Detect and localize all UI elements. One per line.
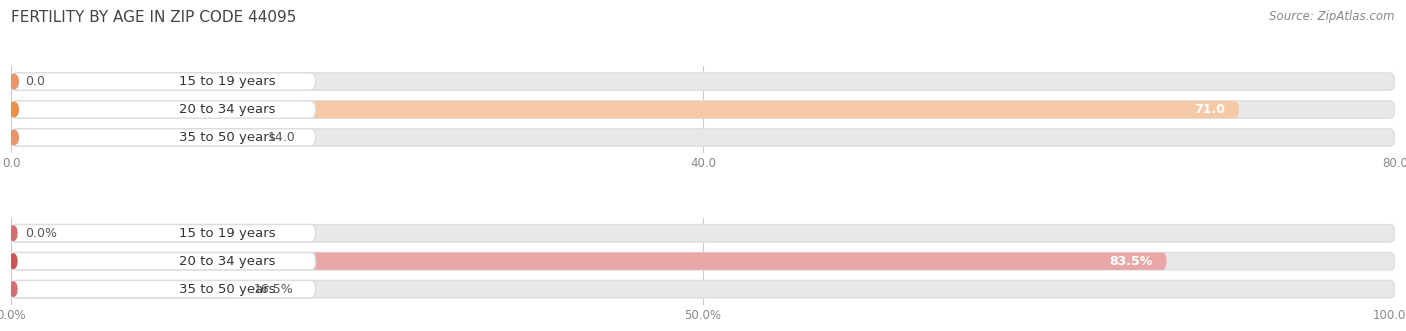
FancyBboxPatch shape [11, 73, 1395, 90]
FancyBboxPatch shape [11, 253, 1395, 270]
Text: 14.0: 14.0 [267, 131, 295, 144]
FancyBboxPatch shape [11, 129, 253, 146]
Text: 20 to 34 years: 20 to 34 years [179, 103, 276, 116]
Text: 83.5%: 83.5% [1109, 255, 1153, 268]
FancyBboxPatch shape [11, 253, 1167, 270]
Circle shape [10, 254, 17, 268]
Circle shape [10, 282, 17, 297]
FancyBboxPatch shape [11, 280, 1395, 298]
FancyBboxPatch shape [11, 129, 1395, 146]
Text: Source: ZipAtlas.com: Source: ZipAtlas.com [1270, 10, 1395, 23]
Text: 16.5%: 16.5% [253, 283, 292, 296]
FancyBboxPatch shape [11, 101, 1395, 118]
Text: 15 to 19 years: 15 to 19 years [179, 227, 276, 240]
FancyBboxPatch shape [11, 101, 1239, 118]
Circle shape [10, 102, 18, 117]
Text: 0.0%: 0.0% [25, 227, 58, 240]
FancyBboxPatch shape [11, 224, 1395, 242]
Text: 35 to 50 years: 35 to 50 years [179, 131, 276, 144]
FancyBboxPatch shape [11, 253, 315, 270]
FancyBboxPatch shape [11, 73, 315, 90]
Text: 20 to 34 years: 20 to 34 years [179, 255, 276, 268]
Circle shape [10, 74, 18, 89]
FancyBboxPatch shape [11, 101, 315, 118]
Text: 71.0: 71.0 [1194, 103, 1225, 116]
Text: 15 to 19 years: 15 to 19 years [179, 75, 276, 88]
Circle shape [10, 226, 17, 241]
Text: 35 to 50 years: 35 to 50 years [179, 283, 276, 296]
FancyBboxPatch shape [11, 129, 315, 146]
Circle shape [10, 130, 18, 145]
Text: 0.0: 0.0 [25, 75, 45, 88]
Text: FERTILITY BY AGE IN ZIP CODE 44095: FERTILITY BY AGE IN ZIP CODE 44095 [11, 10, 297, 25]
FancyBboxPatch shape [11, 280, 239, 298]
FancyBboxPatch shape [11, 280, 315, 298]
FancyBboxPatch shape [11, 224, 315, 242]
